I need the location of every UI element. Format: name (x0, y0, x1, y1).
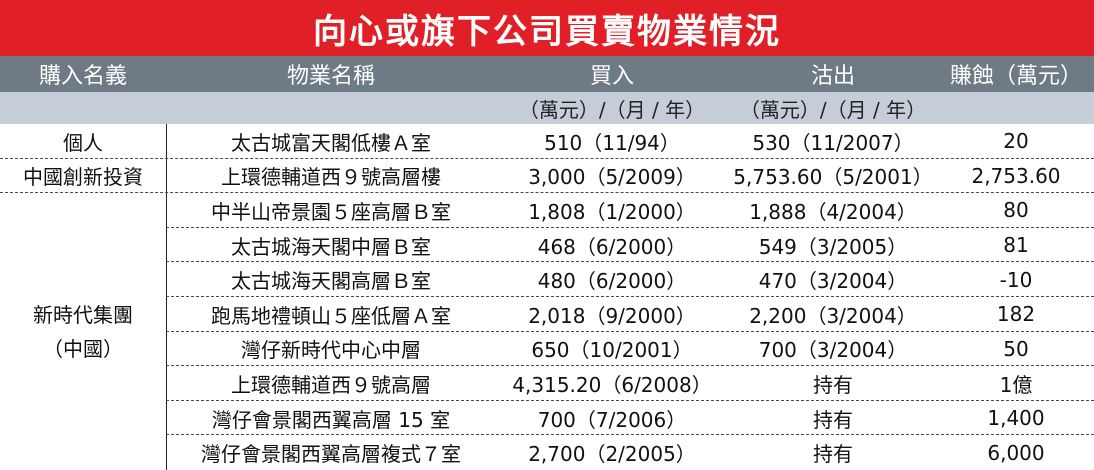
cell-bought: 1,808（1/2000） (528, 199, 696, 224)
cell-property: 太古城富天閣低樓Ａ室 (231, 130, 431, 155)
table-body: 個人 太古城富天閣低樓Ａ室 510（11/94） 530（11/2007） 20… (0, 124, 1094, 470)
cell-property: 上環德輔道西９號高層樓 (221, 165, 441, 190)
table-row: 灣仔新時代中心中層 650（10/2001） 700（3/2004） 50 (0, 332, 1094, 367)
cell-sold: 持有 (813, 442, 853, 467)
table-row: 跑馬地禮頓山５座低層Ａ室 2,018（9/2000） 2,200（3/2004）… (0, 297, 1094, 332)
cell-buyer: 中國創新投資 (23, 165, 143, 190)
group-buyer-name: 新時代集團 (33, 302, 133, 327)
subheader-sold-unit: （萬元）/（月 / 年） (739, 97, 927, 122)
cell-profit: 50 (1003, 336, 1029, 361)
cell-buyer: 個人 (63, 130, 103, 155)
cell-sold: 1,888（4/2004） (749, 199, 917, 224)
cell-property: 灣仔會景閣西翼高層 15 室 (211, 407, 451, 432)
cell-bought: 2,700（2/2005） (528, 442, 696, 467)
table-row: 太古城海天閣中層Ｂ室 468（6/2000） 549（3/2005） 81 (0, 228, 1094, 263)
cell-bought: 700（7/2006） (537, 407, 687, 432)
cell-bought: 3,000（5/2009） (528, 165, 696, 190)
table-row: 個人 太古城富天閣低樓Ａ室 510（11/94） 530（11/2007） 20 (0, 124, 1094, 159)
group-buyer-cell: 新時代集團 （中國） (0, 193, 166, 470)
table-header: 購入名義 物業名稱 買入 沽出 賺蝕（萬元） (0, 56, 1094, 92)
cell-profit: 81 (1003, 233, 1029, 258)
cell-profit: 80 (1003, 198, 1029, 223)
cell-property: 太古城海天閣中層Ｂ室 (231, 234, 431, 259)
column-divider (166, 124, 167, 470)
cell-profit: 1,400 (987, 406, 1045, 431)
table-title: 向心或旗下公司買賣物業情況 (0, 0, 1094, 56)
cell-property: 灣仔會景閣西翼高層複式７室 (201, 442, 461, 467)
header-buyer: 購入名義 (38, 64, 127, 89)
table-row: 灣仔會景閣西翼高層複式７室 2,700（2/2005） 持有 6,000 (0, 435, 1094, 470)
table-row: 中半山帝景園５座高層Ｂ室 1,808（1/2000） 1,888（4/2004）… (0, 193, 1094, 228)
cell-bought: 4,315.20（6/2008） (512, 372, 712, 397)
cell-profit: 182 (996, 302, 1036, 327)
cell-property: 上環德輔道西９號高層 (231, 372, 431, 397)
cell-sold: 2,200（3/2004） (749, 303, 917, 328)
cell-sold: 470（3/2004） (758, 269, 908, 294)
cell-bought: 2,018（9/2000） (528, 303, 696, 328)
cell-profit: 1億 (999, 372, 1033, 397)
table-row: 中國創新投資 上環德輔道西９號高層樓 3,000（5/2009） 5,753.6… (0, 159, 1094, 194)
table-row: 太古城海天閣高層Ｂ室 480（6/2000） 470（3/2004） -10 (0, 262, 1094, 297)
header-sold: 沽出 (810, 64, 855, 89)
cell-sold: 持有 (813, 372, 853, 397)
table-row: 灣仔會景閣西翼高層 15 室 700（7/2006） 持有 1,400 (0, 401, 1094, 436)
cell-sold: 549（3/2005） (758, 234, 908, 259)
cell-sold: 700（3/2004） (758, 338, 908, 363)
cell-bought: 480（6/2000） (537, 269, 687, 294)
cell-property: 跑馬地禮頓山５座低層Ａ室 (211, 303, 451, 328)
cell-bought: 510（11/94） (544, 130, 680, 155)
cell-profit: 2,753.60 (971, 163, 1061, 188)
cell-sold: 5,753.60（5/2001） (733, 165, 933, 190)
header-bought: 買入 (589, 64, 634, 89)
header-property: 物業名稱 (286, 64, 375, 89)
cell-profit: 6,000 (987, 440, 1045, 465)
cell-profit: 20 (1003, 129, 1029, 154)
subheader-bought-unit: （萬元）/（月 / 年） (518, 97, 706, 122)
cell-sold: 530（11/2007） (752, 130, 914, 155)
header-profit: 賺蝕（萬元） (949, 64, 1082, 89)
cell-sold: 持有 (813, 407, 853, 432)
cell-profit: -10 (999, 267, 1033, 292)
cell-property: 中半山帝景園５座高層Ｂ室 (211, 199, 451, 224)
cell-property: 太古城海天閣高層Ｂ室 (231, 269, 431, 294)
table-subheader: （萬元）/（月 / 年） （萬元）/（月 / 年） (0, 92, 1094, 124)
cell-bought: 468（6/2000） (537, 234, 687, 259)
group-buyer-region: （中國） (43, 336, 123, 361)
table-row: 上環德輔道西９號高層 4,315.20（6/2008） 持有 1億 (0, 366, 1094, 401)
cell-bought: 650（10/2001） (531, 338, 693, 363)
cell-property: 灣仔新時代中心中層 (241, 338, 421, 363)
